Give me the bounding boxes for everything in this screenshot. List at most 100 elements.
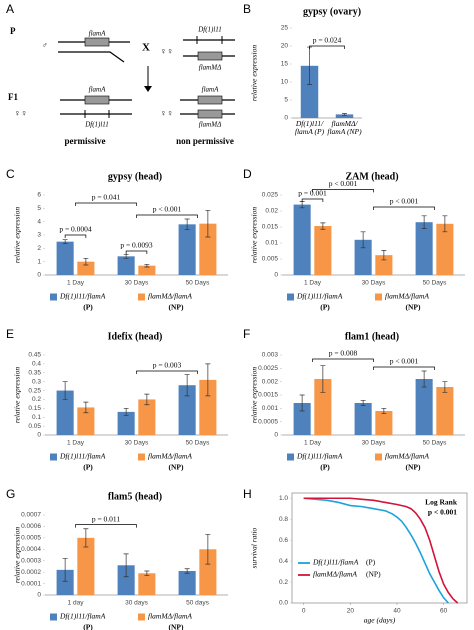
panel-letter: A <box>6 2 14 16</box>
panel-letter: G <box>6 487 15 501</box>
p-value: p = 0.041 <box>92 193 121 202</box>
y-tick-label: 0.0005 <box>21 535 41 542</box>
y-tick-label: 4 <box>37 218 41 225</box>
gene-box <box>197 109 223 119</box>
y-tick-label: 0 <box>37 272 41 279</box>
bar <box>293 403 311 435</box>
y-tick-label: 0.0004 <box>21 546 41 553</box>
x-tick-label: 30 Days <box>125 440 150 447</box>
error-bar <box>205 209 211 238</box>
bar <box>199 223 217 275</box>
bar <box>77 261 95 275</box>
x-tick-label: Df(1)l11/ flamA (P) <box>294 120 325 137</box>
significance-bracket <box>136 370 198 374</box>
p-value: p = 0.024 <box>313 36 342 45</box>
bar <box>199 379 217 435</box>
y-tick-label: 0.0005 <box>258 418 278 425</box>
y-tick-label: 2 <box>37 245 41 252</box>
y-tick-label: 0.3 <box>32 378 41 385</box>
legend-group: (NP) <box>169 303 184 312</box>
legend-label: flamMΔ/flamA <box>313 570 357 579</box>
gene-label: flamA <box>89 86 106 94</box>
bar <box>199 549 217 595</box>
legend-swatch <box>375 453 382 461</box>
p-value: p < 0.001 <box>390 357 419 366</box>
gene-label: flamA <box>89 30 106 38</box>
x-tick-label: 30 days <box>125 600 149 607</box>
significance-bracket <box>301 198 324 202</box>
x-tick-label-box: Df(1)l11/ flamA (P) <box>294 120 325 137</box>
panel-letter: F <box>243 327 250 341</box>
bar <box>138 399 156 435</box>
error-bar <box>421 215 427 229</box>
y-axis-label: relative expression <box>13 367 22 424</box>
error-bar <box>62 239 68 245</box>
x-tick-label: 1 Day <box>304 440 322 447</box>
y-axis-label: relative expression <box>250 45 259 102</box>
error-bar <box>360 399 366 407</box>
x-tick-label: 40 <box>393 608 401 615</box>
significance-bracket <box>75 202 137 206</box>
y-tick-label: 0.02 <box>265 208 278 215</box>
panel-letter: H <box>243 487 252 501</box>
significance-bracket <box>312 189 374 193</box>
annotation: p < 0.001 <box>428 508 457 517</box>
y-tick-label: 0 <box>37 432 41 439</box>
legend-group: (P) <box>83 303 93 312</box>
y-tick-label: 0.01 <box>265 240 278 247</box>
p-value: p = 0.0004 <box>59 225 92 234</box>
significance-bracket <box>125 250 148 254</box>
bar <box>415 222 433 275</box>
significance-bracket <box>75 524 137 528</box>
error-bar <box>62 381 68 400</box>
bar <box>178 385 196 435</box>
gene-box <box>197 51 223 61</box>
y-tick-label: 0.4 <box>32 361 41 368</box>
error-bar <box>442 215 448 233</box>
y-tick-label: 0.0006 <box>21 523 41 530</box>
legend-label: Df(1)l11/flamA <box>59 292 106 301</box>
y-tick-label: 0.0001 <box>21 580 41 587</box>
legend-group: (P) <box>366 558 376 567</box>
x-tick-label: 0 <box>302 608 306 615</box>
x-tick-label: 30 Days <box>125 280 150 287</box>
p-value: p < 0.001 <box>329 179 358 188</box>
x-tick-label: 30 Days <box>362 440 387 447</box>
y-tick-label: 0.001 <box>262 405 279 412</box>
y-tick-label: 6 <box>37 192 41 199</box>
y-tick-label: 3 <box>37 232 41 239</box>
p-value: p = 0.008 <box>329 349 358 358</box>
p-value: p = 0.001 <box>298 189 327 198</box>
significance-bracket <box>136 214 198 218</box>
x-tick-label: 50 Days <box>186 440 211 447</box>
gene-label: Df(1)l11 <box>197 26 222 34</box>
error-bar <box>184 568 190 574</box>
error-bar <box>123 253 129 259</box>
error-bar <box>381 250 387 261</box>
bar <box>77 407 95 435</box>
x-axis-label: age (days) <box>364 616 396 625</box>
chromosome <box>58 51 125 63</box>
error-bar <box>299 394 305 412</box>
p-value: p < 0.001 <box>390 197 419 206</box>
error-bar <box>205 363 211 397</box>
legend-group: (P) <box>320 463 330 472</box>
bar <box>77 537 95 595</box>
y-tick-label: 1.0 <box>279 495 288 502</box>
bar <box>375 255 393 275</box>
legend-group: (NP) <box>169 463 184 472</box>
bar <box>56 241 74 275</box>
x-tick-label: 1 day <box>68 600 85 607</box>
p-value: p = 0.011 <box>92 514 121 523</box>
y-tick-label: 5 <box>284 97 288 104</box>
chart-title: gypsy (head) <box>108 171 162 182</box>
panel-letter: B <box>243 2 251 16</box>
y-tick-label: 0.015 <box>262 224 279 231</box>
arrow-head <box>144 86 152 92</box>
y-tick-label: 0.025 <box>262 192 279 199</box>
y-axis-label: relative expression <box>13 527 22 584</box>
gene-label: flamMΔ <box>199 64 221 72</box>
bar <box>375 411 393 435</box>
error-bar <box>320 222 326 230</box>
bar <box>354 239 372 275</box>
